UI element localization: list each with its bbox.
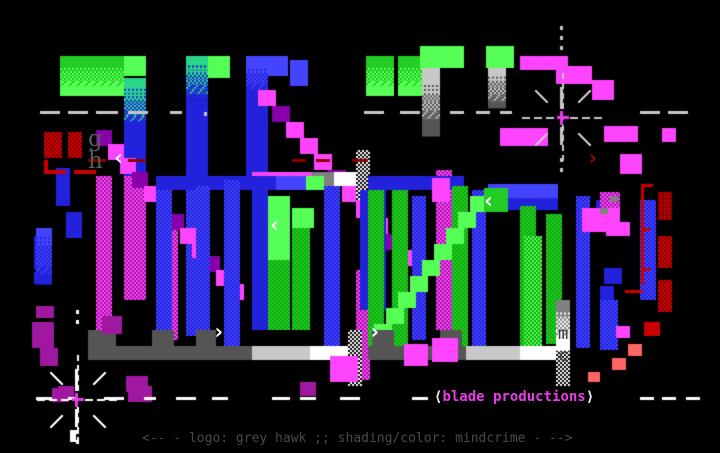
signature-group-name: blade productions [442, 389, 586, 405]
signature-open-bracket: ⟨ [434, 389, 443, 405]
chevron-right-darkred: › [586, 146, 600, 171]
chevron-right-white-2: › [368, 320, 382, 345]
chevron-left-white-2: ‹ [268, 213, 282, 238]
logo-initial-h: h [88, 148, 103, 174]
chevron-left-white-1: ‹ [112, 146, 126, 171]
logo-initial-g: g [88, 126, 103, 152]
chevron-left-white-3: ‹ [482, 189, 496, 214]
shader-initial-c: c [558, 346, 569, 366]
signature-close-bracket: ⟩ [585, 389, 595, 405]
credits-line: <-- - logo: grey hawk ;; shading/color: … [142, 431, 573, 446]
group-signature: ⟨blade productions⟩ [434, 389, 594, 405]
shader-initial-m: m [558, 324, 569, 344]
chevron-right-white-1: › [212, 320, 226, 345]
